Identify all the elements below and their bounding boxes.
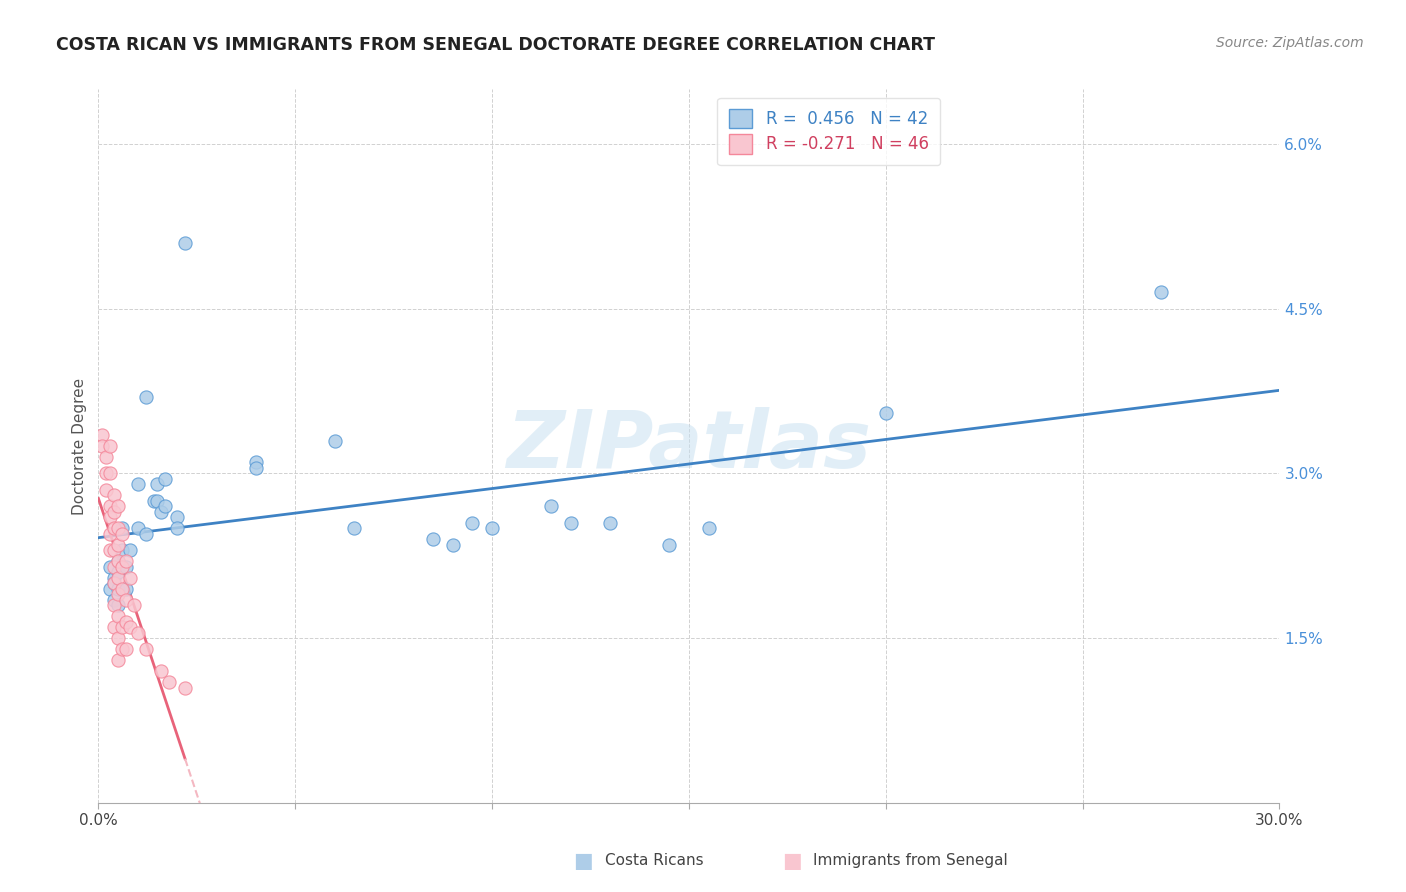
Point [103,620,125,634]
Point [150,664,173,678]
Point [103,505,125,519]
Point [323,434,346,448]
Point [111,559,134,574]
Point [135,642,157,657]
Point [461,516,484,530]
Point [135,526,157,541]
Point [91,428,114,442]
Point [107,554,129,568]
Point [98,543,121,558]
Point [98,439,121,453]
Point [98,582,121,596]
Point [115,592,138,607]
Point [107,571,129,585]
Point [174,235,197,250]
Point [91,439,114,453]
Text: Costa Ricans: Costa Ricans [605,854,703,868]
Point [98,526,121,541]
Point [98,467,121,481]
Point [441,538,464,552]
Point [118,543,141,558]
Point [107,582,129,596]
Point [107,609,129,624]
Point [115,642,138,657]
Point [111,526,134,541]
Point [245,455,267,469]
Point [146,477,169,491]
Point [107,598,129,612]
Point [107,500,129,514]
Point [481,521,503,535]
Point [98,559,121,574]
Point [135,390,157,404]
Point [122,598,145,612]
Point [146,494,169,508]
Point [96,483,118,497]
Point [107,631,129,645]
Text: ■: ■ [782,851,801,871]
Point [103,521,125,535]
Point [103,576,125,591]
Point [103,598,125,612]
Legend: R =  0.456   N = 42, R = -0.271   N = 46: R = 0.456 N = 42, R = -0.271 N = 46 [717,97,941,165]
Point [107,554,129,568]
Point [875,406,897,420]
Point [103,571,125,585]
Point [103,559,125,574]
Point [103,543,125,558]
Point [658,538,681,552]
Point [107,653,129,667]
Point [1150,285,1173,300]
Text: ZIPatlas: ZIPatlas [506,407,872,485]
Point [157,675,180,690]
Point [107,538,129,552]
Point [245,461,267,475]
Point [107,566,129,580]
Point [107,521,129,535]
Point [96,467,118,481]
Point [103,592,125,607]
Point [155,500,177,514]
Point [697,521,720,535]
Text: ■: ■ [574,851,593,871]
Point [150,505,173,519]
Point [599,516,621,530]
Point [107,587,129,601]
Point [111,642,134,657]
Point [115,554,138,568]
Point [111,521,134,535]
Point [115,615,138,629]
Point [115,582,138,596]
Point [118,620,141,634]
Point [422,533,444,547]
Point [127,477,149,491]
Text: Immigrants from Senegal: Immigrants from Senegal [813,854,1008,868]
Point [142,494,165,508]
Point [127,625,149,640]
Point [540,500,562,514]
Point [127,521,149,535]
Point [103,488,125,502]
Point [343,521,366,535]
Text: Source: ZipAtlas.com: Source: ZipAtlas.com [1216,36,1364,50]
Point [111,543,134,558]
Point [115,559,138,574]
Point [166,521,188,535]
Point [111,582,134,596]
Text: COSTA RICAN VS IMMIGRANTS FROM SENEGAL DOCTORATE DEGREE CORRELATION CHART: COSTA RICAN VS IMMIGRANTS FROM SENEGAL D… [56,36,935,54]
Point [166,510,188,524]
Point [560,516,582,530]
Point [98,510,121,524]
Point [118,571,141,585]
Point [155,472,177,486]
Point [174,681,197,695]
Point [103,576,125,591]
Y-axis label: Doctorate Degree: Doctorate Degree [72,377,87,515]
Point [98,500,121,514]
Point [96,450,118,464]
Point [111,620,134,634]
